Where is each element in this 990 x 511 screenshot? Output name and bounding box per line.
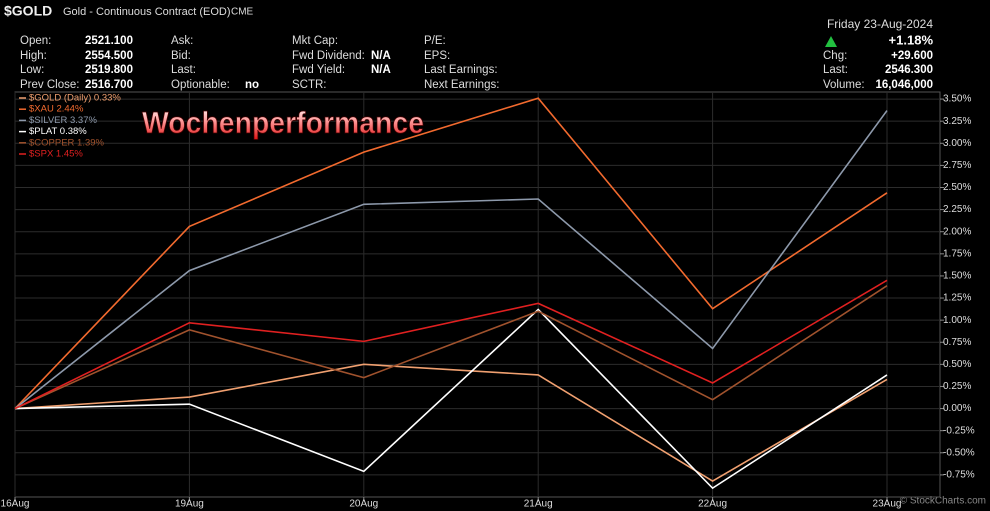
- legend-label: $GOLD (Daily) 0.33%: [29, 93, 121, 104]
- y-tick-label: 2.00%: [943, 226, 971, 237]
- up-arrow: [825, 36, 837, 47]
- quote-value: 2521.100: [85, 35, 133, 47]
- y-tick-label: -0.25%: [943, 425, 975, 436]
- legend-label: $SPX 1.45%: [29, 149, 83, 160]
- y-tick-label: 3.50%: [943, 94, 971, 105]
- quote-label: Chg:: [823, 50, 847, 62]
- series-line: [14, 110, 888, 410]
- quote-label: Bid:: [171, 50, 191, 62]
- quote-label: EPS:: [424, 50, 450, 62]
- quote-value: 2546.300: [885, 64, 933, 76]
- instrument-name: Gold - Continuous Contract (EOD): [63, 6, 231, 18]
- y-tick-label: 2.25%: [943, 204, 971, 215]
- y-tick-label: -0.50%: [943, 447, 975, 458]
- legend-label: $SILVER 3.37%: [29, 115, 98, 126]
- exchange: CME: [231, 7, 254, 18]
- quote-value: no: [245, 79, 259, 91]
- series-line: [14, 363, 888, 483]
- x-tick-label: 20Aug: [349, 499, 378, 510]
- x-tick-label: 19Aug: [175, 499, 204, 510]
- quote-value: 16,046,000: [875, 79, 933, 91]
- quote-value: +29.600: [891, 50, 933, 62]
- quote-label: Prev Close:: [20, 79, 79, 91]
- change-pct: +1.18%: [889, 32, 934, 47]
- quote-label: P/E:: [424, 35, 446, 47]
- y-tick-label: -0.75%: [943, 470, 975, 481]
- quote-label: Next Earnings:: [424, 79, 499, 91]
- y-tick-label: 1.50%: [943, 271, 971, 282]
- series-line: [14, 284, 888, 410]
- quote-label: Volume:: [823, 79, 865, 91]
- y-tick-label: 0.00%: [943, 403, 971, 414]
- quote-value: 2519.800: [85, 64, 133, 76]
- quote-label: Last:: [171, 64, 196, 76]
- y-tick-label: 1.25%: [943, 293, 971, 304]
- y-tick-label: 2.50%: [943, 182, 971, 193]
- y-tick-label: 1.00%: [943, 315, 971, 326]
- symbol: $GOLD: [4, 3, 52, 19]
- quote-value: N/A: [371, 64, 391, 76]
- date: Friday 23-Aug-2024: [827, 17, 933, 31]
- x-tick-label: 21Aug: [524, 499, 553, 510]
- quote-label: Fwd Dividend:: [292, 50, 365, 62]
- x-tick-label: 16Aug: [1, 499, 30, 510]
- quote-label: Last Earnings:: [424, 64, 498, 76]
- series-line: [14, 279, 888, 410]
- quote-value: N/A: [371, 50, 391, 62]
- quote-label: High:: [20, 50, 47, 62]
- legend-label: $COPPER 1.39%: [29, 137, 105, 148]
- series-line: [14, 308, 888, 490]
- x-tick-label: 23Aug: [873, 499, 902, 510]
- quote-label: Last:: [823, 64, 848, 76]
- quote-label: Optionable:: [171, 79, 230, 91]
- y-tick-label: 0.25%: [943, 381, 971, 392]
- y-tick-label: 1.75%: [943, 248, 971, 259]
- quote-label: Mkt Cap:: [292, 35, 338, 47]
- y-tick-label: 3.25%: [943, 116, 971, 127]
- x-tick-label: 22Aug: [698, 499, 727, 510]
- quote-label: Fwd Yield:: [292, 64, 345, 76]
- y-tick-label: 0.75%: [943, 337, 971, 348]
- quote-label: Ask:: [171, 35, 193, 47]
- y-tick-label: 0.50%: [943, 359, 971, 370]
- quote-label: SCTR:: [292, 79, 327, 91]
- quote-value: 2516.700: [85, 79, 133, 91]
- quote-value: 2554.500: [85, 50, 133, 62]
- annotation: Wochenperformance: [142, 105, 424, 140]
- watermark: © StockCharts.com: [900, 496, 986, 507]
- quote-label: Low:: [20, 64, 44, 76]
- legend-label: $XAU 2.44%: [29, 104, 84, 115]
- y-tick-label: 3.00%: [943, 138, 971, 149]
- series-line: [14, 97, 888, 410]
- quote-label: Open:: [20, 35, 51, 47]
- y-tick-label: 2.75%: [943, 160, 971, 171]
- legend-label: $PLAT 0.38%: [29, 126, 87, 137]
